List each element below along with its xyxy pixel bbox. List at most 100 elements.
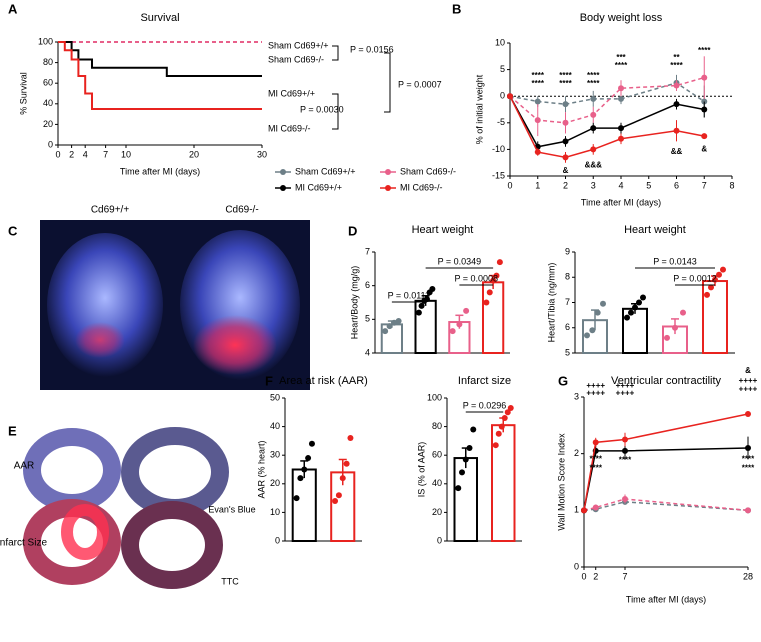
heart-slice — [121, 427, 229, 517]
data-point — [672, 324, 678, 331]
x-tick-label: 4 — [618, 180, 623, 190]
significance-mark: **** — [559, 79, 572, 88]
data-point — [594, 309, 601, 316]
x-tick-label: 0 — [581, 571, 586, 581]
row-label: AAR — [14, 461, 35, 472]
significance-mark: ++++ — [739, 385, 758, 394]
data-point — [673, 127, 680, 134]
y-tick-label: 20 — [270, 478, 280, 488]
legend-marker — [280, 169, 286, 175]
y-tick-label: 80 — [43, 57, 53, 67]
data-point — [708, 284, 714, 291]
comparison-bracket — [332, 45, 339, 61]
data-point — [507, 93, 513, 100]
x-tick-label: 7 — [702, 180, 707, 190]
legend-marker — [385, 185, 391, 191]
p-value: P = 0.0008 — [454, 273, 498, 283]
data-point — [590, 125, 597, 132]
data-point — [456, 321, 463, 328]
significance-mark: **** — [532, 71, 545, 80]
data-point — [628, 309, 634, 316]
significance-mark: *** — [616, 53, 626, 62]
data-point — [297, 475, 304, 482]
y-tick-label: 0 — [48, 139, 53, 149]
y-tick-label: 100 — [38, 36, 53, 46]
data-point — [581, 507, 587, 514]
bar — [291, 468, 317, 542]
bar — [482, 281, 505, 354]
data-point — [562, 154, 569, 161]
stain-label: TTC — [221, 576, 239, 586]
significance-mark: **** — [742, 464, 755, 473]
data-point — [504, 409, 511, 416]
significance-mark: **** — [615, 61, 628, 70]
y-tick-label: 5 — [365, 314, 370, 324]
data-point — [534, 149, 541, 156]
heart-slice — [23, 499, 121, 585]
significance-mark: **** — [670, 61, 683, 70]
panel-label: C — [8, 223, 18, 238]
data-point — [386, 323, 393, 330]
y-axis-label: % of initial weight — [474, 74, 484, 144]
y-tick-label: 5 — [565, 347, 570, 357]
data-point — [498, 423, 505, 430]
y-tick-label: 9 — [565, 246, 570, 256]
data-point — [308, 440, 315, 447]
data-point — [490, 277, 497, 284]
data-point — [592, 439, 599, 446]
y-tick-label: -15 — [492, 170, 505, 180]
y-tick-label: 3 — [574, 391, 579, 401]
data-point — [704, 291, 710, 298]
data-point — [590, 146, 597, 153]
heart-infarct — [75, 322, 125, 358]
image-label: Cd69-/- — [225, 205, 258, 216]
significance-mark: ++++ — [616, 381, 635, 390]
data-point — [492, 442, 499, 449]
data-point — [293, 495, 300, 502]
bar — [702, 280, 728, 355]
legend-marker — [280, 185, 286, 191]
data-point — [636, 299, 642, 306]
data-point — [720, 266, 726, 273]
significance-mark: ** — [673, 53, 680, 62]
data-point — [391, 319, 398, 326]
data-point — [449, 328, 456, 335]
data-point — [745, 445, 751, 451]
chart-title: Heart weight — [624, 224, 686, 236]
y-tick-label: -10 — [492, 144, 505, 154]
x-axis-label: Time after MI (days) — [120, 166, 200, 176]
y-tick-label: 20 — [43, 119, 53, 129]
data-point — [622, 436, 628, 443]
data-point — [301, 466, 308, 473]
y-tick-label: 8 — [565, 272, 570, 282]
y-tick-label: 30 — [270, 450, 280, 460]
data-point — [664, 334, 670, 341]
data-point — [429, 286, 436, 293]
p-value: P = 0.0012 — [673, 273, 717, 283]
legend-label: Sham Cd69+/+ — [295, 166, 356, 176]
data-point — [673, 101, 680, 108]
y-tick-label: 60 — [432, 450, 442, 460]
survival-line — [58, 41, 262, 110]
significance-mark: && — [671, 147, 683, 156]
data-point — [470, 426, 477, 433]
chart-title: Ventricular contractility — [611, 375, 722, 387]
significance-mark: ++++ — [739, 376, 758, 385]
significance-mark: ++++ — [616, 389, 635, 398]
series-label: Sham Cd69+/+ — [268, 40, 329, 50]
p-value: P = 0.0007 — [398, 79, 442, 89]
heart-slice — [23, 428, 121, 512]
y-tick-label: 2 — [574, 448, 579, 458]
p-value: P = 0.0296 — [463, 400, 507, 410]
stain-label: Evan's Blue — [208, 504, 255, 514]
significance-mark: **** — [698, 46, 711, 55]
y-tick-label: -5 — [497, 117, 505, 127]
y-tick-label: 6 — [565, 322, 570, 332]
chart-title: Heart weight — [412, 224, 474, 236]
data-point — [618, 135, 624, 142]
y-tick-label: 10 — [495, 37, 505, 47]
chart-title: Body weight loss — [580, 12, 663, 24]
heart-infarct — [193, 315, 277, 375]
data-point — [423, 296, 430, 303]
